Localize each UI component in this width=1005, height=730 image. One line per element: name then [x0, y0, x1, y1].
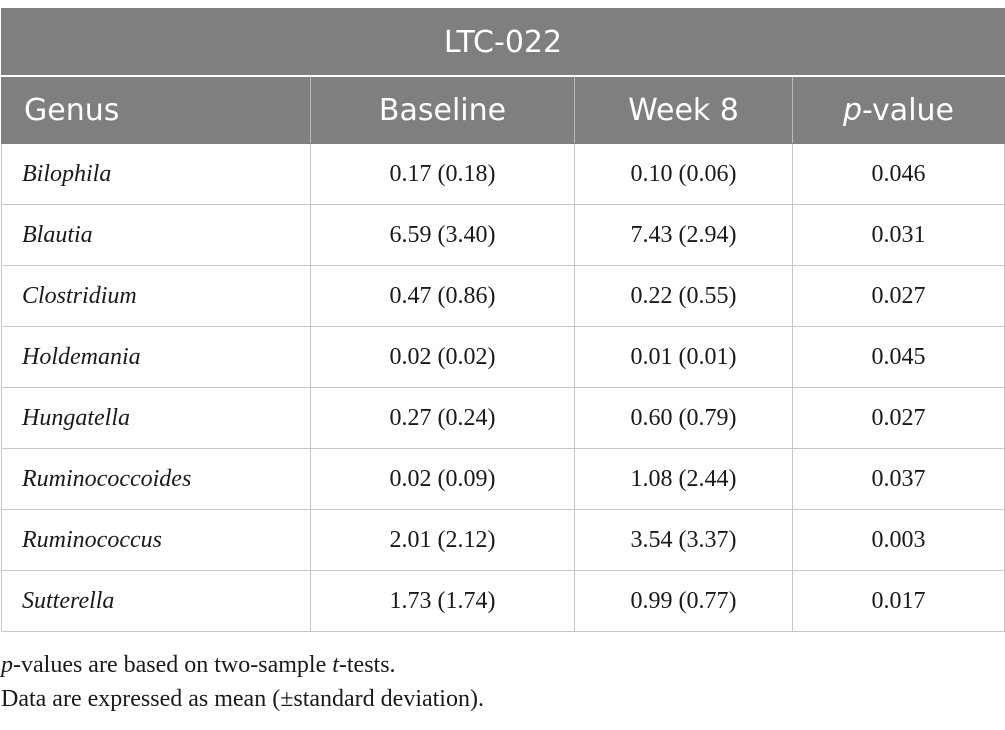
pvalue-cell: 0.037	[792, 448, 1005, 510]
pvalue-cell: 0.027	[792, 387, 1005, 449]
week8-cell: 0.22 (0.55)	[574, 265, 793, 327]
table-row: Hungatella 0.27 (0.24) 0.60 (0.79) 0.027	[1, 387, 1005, 449]
genus-cell: Ruminococcus	[1, 509, 311, 571]
baseline-cell: 1.73 (1.74)	[310, 570, 575, 632]
table-row: Holdemania 0.02 (0.02) 0.01 (0.01) 0.045	[1, 326, 1005, 388]
footnote-data-expression: Data are expressed as mean (±standard de…	[1, 686, 484, 712]
genus-cell: Clostridium	[1, 265, 311, 327]
header-week8: Week 8	[574, 75, 793, 144]
table-row: Ruminococcoides 0.02 (0.09) 1.08 (2.44) …	[1, 448, 1005, 510]
week8-cell: 1.08 (2.44)	[574, 448, 793, 510]
genus-cell: Holdemania	[1, 326, 311, 388]
genus-cell: Bilophila	[1, 143, 311, 205]
week8-cell: 3.54 (3.37)	[574, 509, 793, 571]
pvalue-cell: 0.003	[792, 509, 1005, 571]
header-pvalue-p: p	[842, 92, 863, 128]
table-row: Sutterella 1.73 (1.74) 0.99 (0.77) 0.017	[1, 570, 1005, 632]
footnote-pvalues: p-values are based on two-sample t-tests…	[1, 648, 484, 682]
table-row: Ruminococcus 2.01 (2.12) 3.54 (3.37) 0.0…	[1, 509, 1005, 571]
baseline-cell: 0.27 (0.24)	[310, 387, 575, 449]
pvalue-cell: 0.031	[792, 204, 1005, 266]
pvalue-cell: 0.017	[792, 570, 1005, 632]
baseline-cell: 0.02 (0.02)	[310, 326, 575, 388]
footnote-t-italic: t	[332, 652, 339, 678]
week8-cell: 0.01 (0.01)	[574, 326, 793, 388]
baseline-cell: 0.47 (0.86)	[310, 265, 575, 327]
pvalue-cell: 0.046	[792, 143, 1005, 205]
week8-cell: 0.60 (0.79)	[574, 387, 793, 449]
table-row: Blautia 6.59 (3.40) 7.43 (2.94) 0.031	[1, 204, 1005, 266]
genus-cell: Blautia	[1, 204, 311, 266]
pvalue-cell: 0.027	[792, 265, 1005, 327]
header-genus: Genus	[1, 75, 311, 144]
header-baseline: Baseline	[310, 75, 575, 144]
table-row: Clostridium 0.47 (0.86) 0.22 (0.55) 0.02…	[1, 265, 1005, 327]
table-row: Bilophila 0.17 (0.18) 0.10 (0.06) 0.046	[1, 143, 1005, 205]
baseline-cell: 0.02 (0.09)	[310, 448, 575, 510]
week8-cell: 0.99 (0.77)	[574, 570, 793, 632]
week8-cell: 7.43 (2.94)	[574, 204, 793, 266]
header-pvalue-rest: -value	[862, 92, 954, 128]
week8-cell: 0.10 (0.06)	[574, 143, 793, 205]
results-table-container: LTC-022 Genus Baseline Week 8 p-value Bi…	[1, 8, 1005, 632]
pvalue-cell: 0.045	[792, 326, 1005, 388]
results-table: LTC-022 Genus Baseline Week 8 p-value Bi…	[1, 8, 1005, 632]
baseline-cell: 2.01 (2.12)	[310, 509, 575, 571]
header-pvalue: p-value	[792, 75, 1005, 144]
baseline-cell: 6.59 (3.40)	[310, 204, 575, 266]
table-title-row: LTC-022	[1, 8, 1005, 77]
genus-cell: Sutterella	[1, 570, 311, 632]
table-header-row: Genus Baseline Week 8 p-value	[1, 75, 1005, 144]
baseline-cell: 0.17 (0.18)	[310, 143, 575, 205]
genus-cell: Ruminococcoides	[1, 448, 311, 510]
genus-cell: Hungatella	[1, 387, 311, 449]
table-title: LTC-022	[1, 8, 1005, 77]
footnote-p-italic: p	[1, 652, 13, 678]
footnote-p-text: -values are based on two-sample	[13, 652, 333, 678]
footnote-t-text: -tests.	[338, 652, 396, 678]
table-footnotes: p-values are based on two-sample t-tests…	[1, 648, 484, 716]
